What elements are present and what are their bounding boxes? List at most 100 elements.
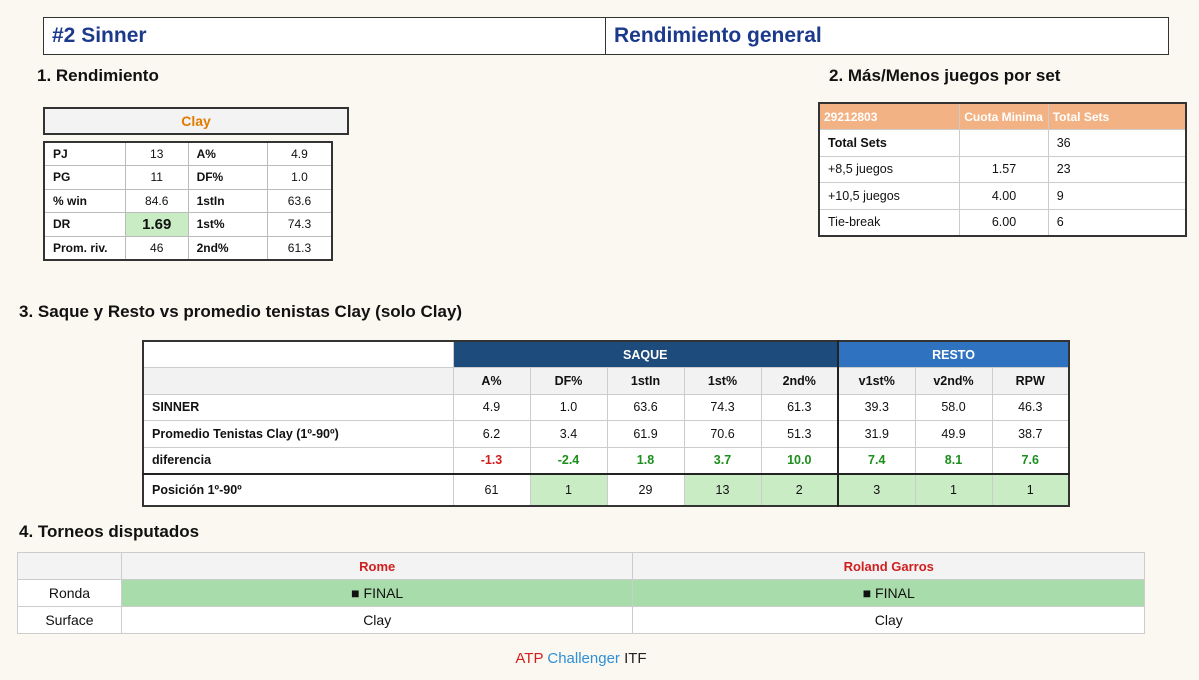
cell-value: 46.3 <box>991 393 1070 421</box>
cell-value: 9 <box>1047 182 1187 210</box>
column-header: A% <box>452 367 531 395</box>
stat-label: PJ <box>43 141 126 166</box>
cell-value: 74.3 <box>683 393 762 421</box>
stat-label: 1stIn <box>187 188 268 213</box>
table-row: diferencia -1.3 -2.4 1.8 3.7 10.0 7.4 8.… <box>142 446 1070 474</box>
position-value: 2 <box>760 472 839 506</box>
table-row: +8,5 juegos 1.57 23 <box>818 155 1187 183</box>
stat-value: 84.6 <box>124 188 189 213</box>
stat-value: 4.9 <box>266 141 333 166</box>
diff-value: 7.6 <box>991 446 1070 474</box>
cell-value: 6.2 <box>452 420 531 448</box>
table-row: Ronda ■ FINAL ■ FINAL <box>17 579 1145 607</box>
table-row: PJ 13 A% 4.9 <box>43 141 333 166</box>
empty-cell <box>142 367 454 395</box>
report-header: #2 Sinner Rendimiento general <box>43 17 1169 55</box>
stat-value: 63.6 <box>266 188 333 213</box>
column-header: Cuota Minima <box>959 102 1049 130</box>
legend-atp: ATP <box>515 650 544 667</box>
tour-legend: ATP Challenger ITF <box>0 650 1162 667</box>
cell-value: 4.9 <box>452 393 531 421</box>
column-header-row: A% DF% 1stIn 1st% 2nd% v1st% v2nd% RPW <box>142 367 1070 395</box>
cell-value: 23 <box>1047 155 1187 183</box>
cell-value: 61.3 <box>760 393 839 421</box>
row-label: Surface <box>17 606 122 634</box>
table-row: SINNER 4.9 1.0 63.6 74.3 61.3 39.3 58.0 … <box>142 393 1070 421</box>
empty-cell <box>142 340 454 368</box>
cell-value: 63.6 <box>606 393 685 421</box>
position-value: 13 <box>683 472 762 506</box>
row-label: Ronda <box>17 579 122 607</box>
mas-menos-table: 29212803 Cuota Minima Total Sets Total S… <box>818 102 1187 237</box>
column-header: 29212803 <box>818 102 961 130</box>
table-row: PG 11 DF% 1.0 <box>43 165 333 190</box>
legend-itf: ITF <box>624 650 647 667</box>
table-row: % win 84.6 1stIn 63.6 <box>43 188 333 213</box>
table-row: Tie-break 6.00 6 <box>818 208 1187 236</box>
column-header: v1st% <box>837 367 916 395</box>
cell-value: 3.4 <box>529 420 608 448</box>
stat-label: DF% <box>187 165 268 190</box>
position-value: 1 <box>914 472 993 506</box>
section-title-mas-menos: 2. Más/Menos juegos por set <box>829 66 1061 85</box>
legend-challenger: Challenger <box>547 650 620 667</box>
torneos-table: Rome Roland Garros Ronda ■ FINAL ■ FINAL… <box>17 552 1145 634</box>
group-header-resto: RESTO <box>837 340 1070 368</box>
column-header: 1stIn <box>606 367 685 395</box>
stat-label: A% <box>187 141 268 166</box>
diff-value: 10.0 <box>760 446 839 474</box>
stat-label: 2nd% <box>187 235 268 260</box>
column-header: 2nd% <box>760 367 839 395</box>
position-value: 1 <box>529 472 608 506</box>
stat-value: 46 <box>124 235 189 260</box>
table-row: Surface Clay Clay <box>17 606 1145 634</box>
position-value: 29 <box>606 472 685 506</box>
stat-label: Prom. riv. <box>43 235 126 260</box>
group-header-saque: SAQUE <box>452 340 839 368</box>
tournament-name: Roland Garros <box>632 552 1145 580</box>
stat-label: 1st% <box>187 212 268 237</box>
cell-value: 61.9 <box>606 420 685 448</box>
cell-value: 70.6 <box>683 420 762 448</box>
report-subtitle: Rendimiento general <box>614 24 822 47</box>
surface-label: Clay <box>43 107 349 135</box>
diff-value: -2.4 <box>529 446 608 474</box>
cell-value: 1.57 <box>959 155 1049 183</box>
diff-value: 3.7 <box>683 446 762 474</box>
row-label: Tie-break <box>818 208 961 236</box>
column-header: Total Sets <box>1047 102 1187 130</box>
cell-value: 49.9 <box>914 420 993 448</box>
table-row: Posición 1º-90º 61 1 29 13 2 3 1 1 <box>142 472 1070 506</box>
column-header: RPW <box>991 367 1070 395</box>
cell-value: 1.0 <box>529 393 608 421</box>
diff-value: -1.3 <box>452 446 531 474</box>
section-title-rendimiento: 1. Rendimiento <box>37 66 159 85</box>
table-row: Prom. riv. 46 2nd% 61.3 <box>43 235 333 260</box>
table-header-row: 29212803 Cuota Minima Total Sets <box>818 102 1187 130</box>
table-header-row: Rome Roland Garros <box>17 552 1145 580</box>
column-header: v2nd% <box>914 367 993 395</box>
stat-label: % win <box>43 188 126 213</box>
column-header: DF% <box>529 367 608 395</box>
section-title-torneos: 4. Torneos disputados <box>19 522 200 541</box>
table-row: DR 1.69 1st% 74.3 <box>43 212 333 237</box>
diff-value: 1.8 <box>606 446 685 474</box>
cell-value: 6 <box>1047 208 1187 236</box>
row-label: +8,5 juegos <box>818 155 961 183</box>
surface-value: Clay <box>632 606 1145 634</box>
rendimiento-table: PJ 13 A% 4.9 PG 11 DF% 1.0 % win 84.6 1s… <box>43 141 333 261</box>
player-title: #2 Sinner <box>44 18 606 54</box>
cell-value: 38.7 <box>991 420 1070 448</box>
column-header: 1st% <box>683 367 762 395</box>
cell-value: 6.00 <box>959 208 1049 236</box>
position-value: 3 <box>837 472 916 506</box>
stat-value: 11 <box>124 165 189 190</box>
cell-value: 39.3 <box>837 393 916 421</box>
row-label: Total Sets <box>818 129 961 157</box>
dr-value: 1.69 <box>124 212 189 237</box>
diff-value: 7.4 <box>837 446 916 474</box>
round-value: ■ FINAL <box>120 579 634 607</box>
round-value: ■ FINAL <box>632 579 1145 607</box>
cell-value: 36 <box>1047 129 1187 157</box>
row-label: SINNER <box>142 393 454 421</box>
